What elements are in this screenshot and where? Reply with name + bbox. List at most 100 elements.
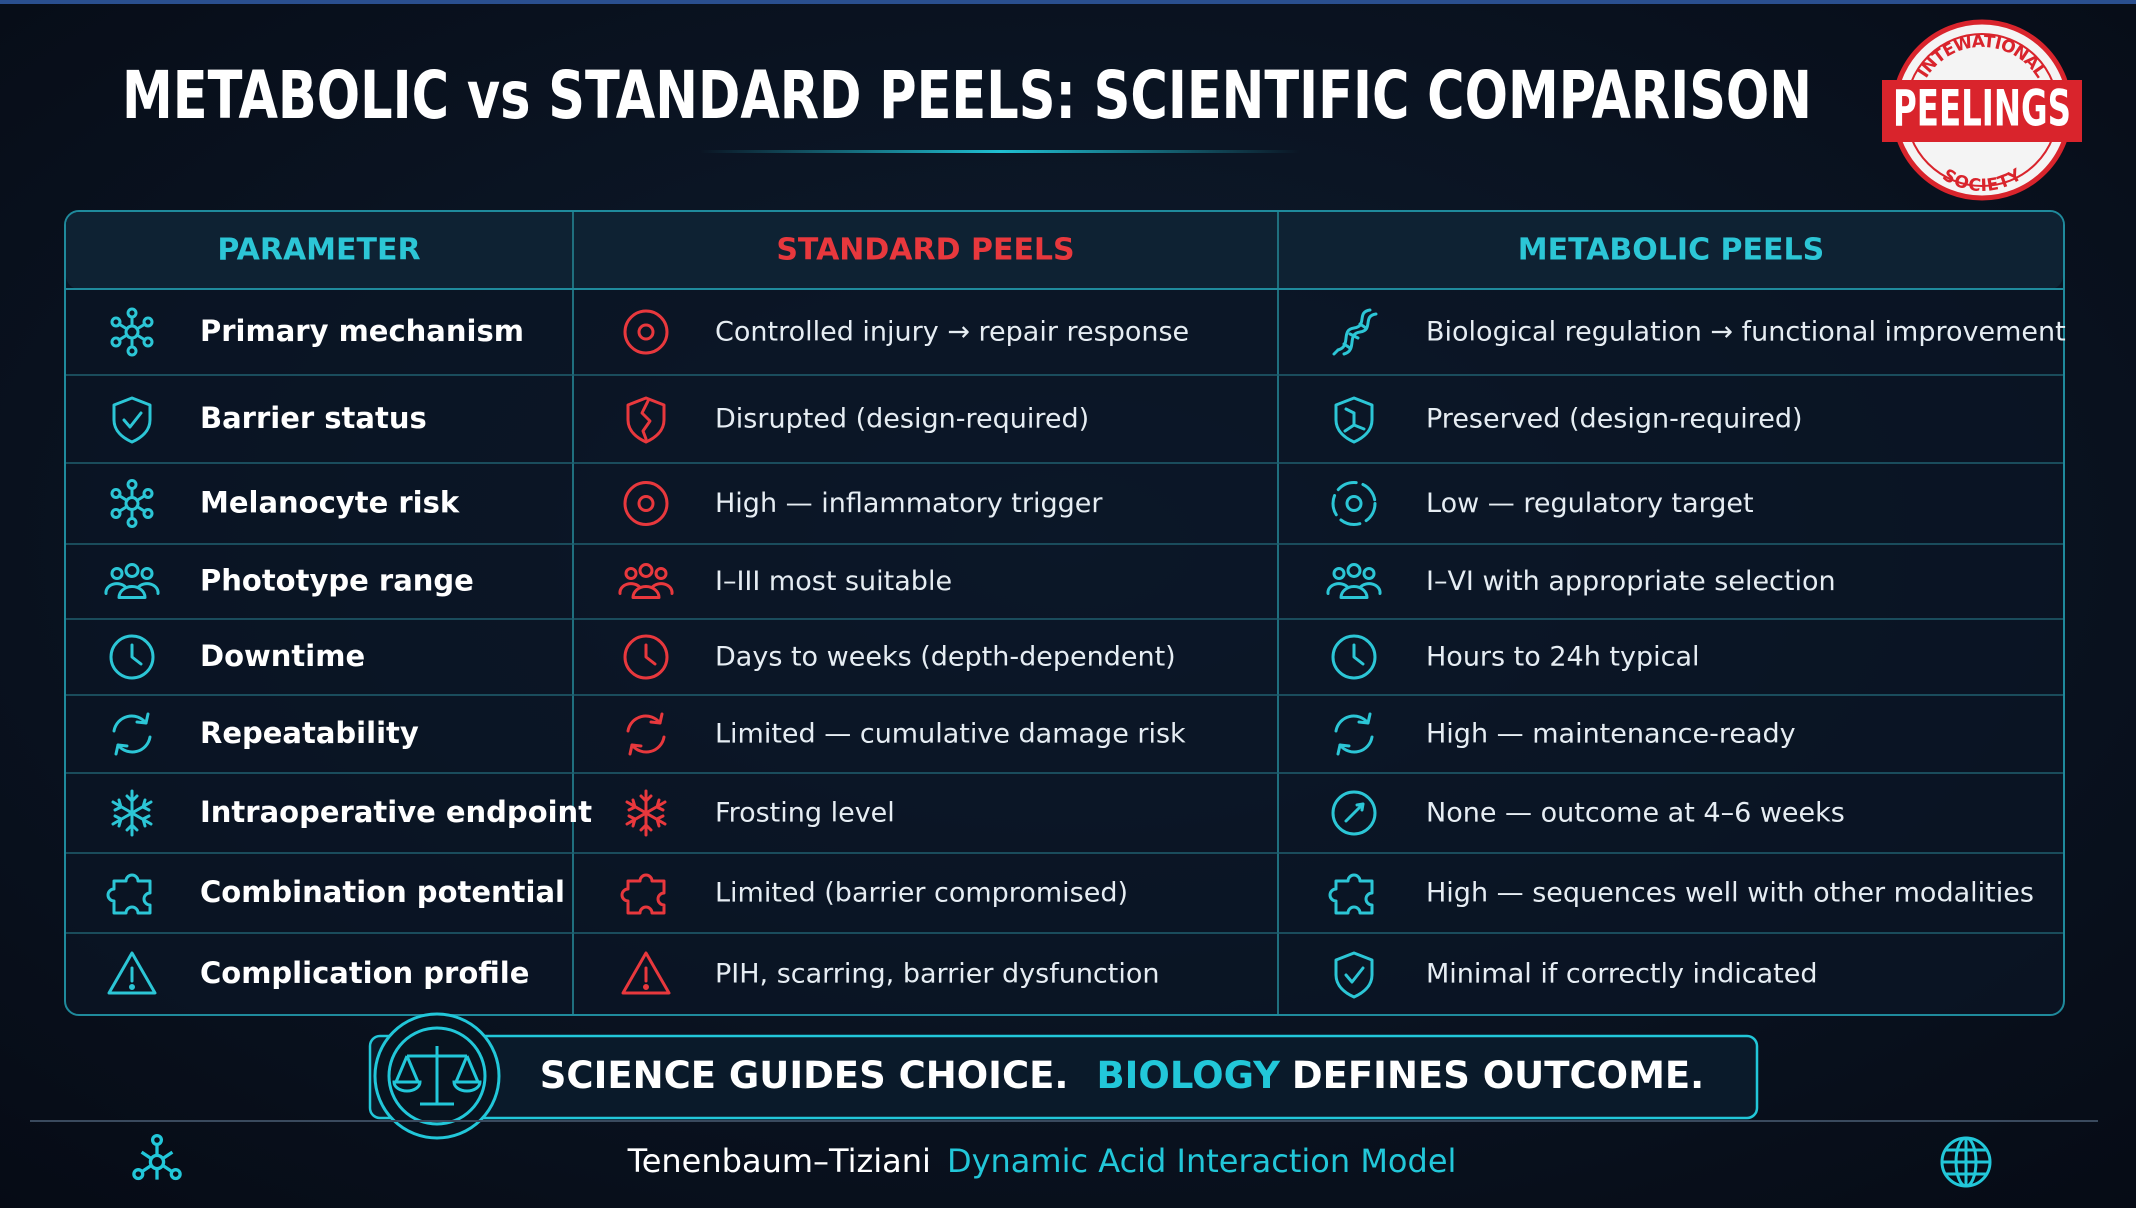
icon-part <box>150 1133 164 1147</box>
icon-part <box>618 582 674 599</box>
parameter-label: Combination potential <box>200 875 565 909</box>
logo: INTEWATIONAL PEELINGS SOCIETY <box>1882 19 2082 201</box>
icon-part <box>1334 396 1374 444</box>
icon-part <box>1345 495 1363 512</box>
cell-icon <box>1334 951 1374 999</box>
parameter-label: Complication profile <box>200 956 529 990</box>
cell-icon <box>623 309 669 355</box>
column-header: METABOLIC PEELS <box>1518 233 1825 268</box>
icon-part <box>654 567 668 580</box>
icon-part <box>111 789 153 837</box>
icon-part <box>623 481 669 526</box>
cell-text: High — inflammatory trigger <box>715 488 1103 519</box>
comparison-table: PARAMETER STANDARD PEELS METABOLIC PEELS Pr… <box>64 210 2066 1016</box>
cell-text: Biological regulation → functional impro… <box>1426 317 2066 348</box>
parameter-label: Primary mechanism <box>200 314 524 348</box>
parameter-label: Phototype range <box>200 564 474 598</box>
title: METABOLIC vs STANDARD PEELS: SCIENTIFIC … <box>122 57 1812 134</box>
icon-part <box>1332 308 1378 356</box>
cell-text: PIH, scarring, barrier dysfunction <box>715 959 1160 990</box>
icon-part <box>1346 563 1362 578</box>
cell-text: Controlled injury → repair response <box>715 317 1189 348</box>
icon-part <box>107 951 157 995</box>
cell-icon <box>618 563 674 599</box>
cell-icon <box>1334 712 1374 756</box>
icon-part <box>1331 790 1377 836</box>
banner: SCIENCE GUIDES CHOICE. BIOLOGY DEFINES OUT… <box>368 1012 1759 1140</box>
cell-icon <box>110 479 154 528</box>
icon-part <box>621 951 671 995</box>
footer-model: Dynamic Acid Interaction Model <box>947 1142 1456 1180</box>
footer-globe-icon <box>1940 1136 1992 1188</box>
cell-icon <box>109 634 155 680</box>
cell-icon <box>1332 308 1378 356</box>
icon-part <box>130 643 143 666</box>
parameter-label: Repeatability <box>200 716 419 750</box>
icon-part <box>620 873 666 915</box>
icon-part <box>640 399 652 441</box>
icon-part <box>644 643 657 666</box>
icon-part <box>637 323 655 341</box>
cell-icon <box>623 634 669 680</box>
icon-part <box>110 336 122 348</box>
column-header: PARAMETER <box>217 233 420 268</box>
banner-part: SCIENCE GUIDES CHOICE. <box>540 1054 1069 1097</box>
cell-text: High — maintenance-ready <box>1426 719 1796 750</box>
icon-part <box>1344 966 1365 984</box>
logo-banner <box>1882 80 2082 142</box>
cell-icon <box>625 789 667 837</box>
cell-icon <box>623 481 669 526</box>
icon-part <box>1331 634 1377 680</box>
icon-part <box>1344 802 1365 823</box>
icon-part <box>1942 1138 1990 1186</box>
icon-part <box>109 634 155 680</box>
icon-part <box>126 517 138 528</box>
parameter-label: Intraoperative endpoint <box>200 795 592 829</box>
icon-part <box>140 1144 174 1180</box>
icon-part <box>638 563 654 578</box>
banner-text: SCIENCE GUIDES CHOICE. BIOLOGY DEFINES OUT… <box>540 1054 1704 1097</box>
icon-part <box>624 567 638 580</box>
icon-part <box>625 789 667 837</box>
icon-part <box>126 479 138 490</box>
banner-frame <box>368 1034 1759 1120</box>
cell-icon <box>1331 481 1377 526</box>
icon-part <box>1332 567 1346 580</box>
parameter-label: Downtime <box>200 639 365 673</box>
cell-icon <box>626 712 666 756</box>
icon-part <box>1334 951 1374 999</box>
cell-text: None — outcome at 4–6 weeks <box>1426 798 1845 829</box>
parameter-label: Barrier status <box>200 401 427 435</box>
icon-part <box>1352 643 1365 666</box>
icon-part <box>643 984 649 990</box>
icon-part <box>110 567 124 580</box>
cell-text: I–VI with appropriate selection <box>1426 566 1836 597</box>
icon-part <box>623 634 669 680</box>
cell-text: Low — regulatory target <box>1426 488 1754 519</box>
icon-part <box>126 307 138 319</box>
table-header-bg <box>66 212 2063 289</box>
banner-highlight: BIOLOGY <box>1096 1054 1281 1097</box>
icon-part <box>1343 407 1366 433</box>
scales-icon <box>392 1046 482 1106</box>
icon-part <box>129 984 135 990</box>
banner-part: DEFINES OUTCOME. <box>1292 1054 1704 1097</box>
icon-part <box>1331 481 1377 526</box>
parameter-label: Melanocyte risk <box>200 486 460 520</box>
cell-text: Frosting level <box>715 798 895 829</box>
banner-emblem-ring <box>387 1026 487 1126</box>
footer-credit: Tenenbaum–Tiziani Dynamic Acid Interactio… <box>627 1142 1457 1180</box>
cell-icon <box>620 873 666 915</box>
cell-icon <box>104 563 160 599</box>
cell-text: Minimal if correctly indicated <box>1426 959 1818 990</box>
icon-part <box>112 712 152 756</box>
cell-icon <box>1334 396 1374 444</box>
icon-part <box>140 567 154 580</box>
icon-part <box>1334 712 1374 756</box>
icon-part <box>124 563 140 578</box>
cell-icon <box>626 396 666 444</box>
cell-text: Disrupted (design-required) <box>715 404 1089 435</box>
cell-text: I–III most suitable <box>715 566 952 597</box>
cell-icon <box>111 789 153 837</box>
icon-part <box>1362 567 1376 580</box>
